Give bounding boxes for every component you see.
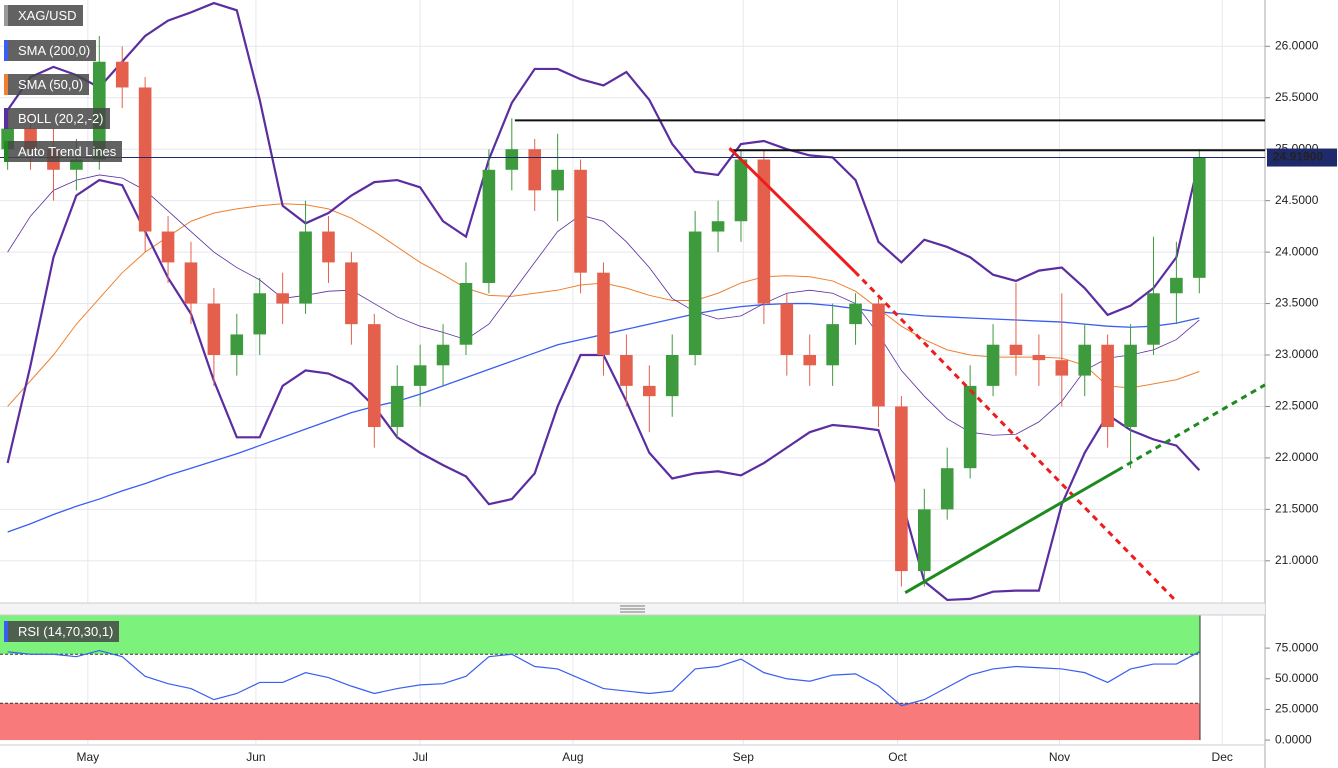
candle-body: [940, 468, 954, 510]
candle-body: [1078, 344, 1092, 376]
candle-body: [734, 159, 748, 222]
oversold-zone: [0, 703, 1200, 741]
candle-body: [207, 303, 221, 356]
trend-line: [904, 468, 1119, 595]
candle-body: [918, 509, 931, 572]
candle-body: [299, 231, 312, 304]
x-tick-label: Jun: [246, 750, 265, 764]
y-tick-label: 26.0000: [1275, 38, 1319, 52]
candle-body: [826, 324, 839, 366]
candle-body: [322, 231, 335, 263]
candle-body: [551, 169, 564, 191]
candle-body: [803, 355, 817, 366]
y-tick-label: 23.5000: [1275, 296, 1319, 310]
candle-body: [368, 324, 381, 428]
candle-body: [1009, 344, 1023, 356]
candle-body: [963, 385, 977, 469]
y-tick-label: 75.0000: [1275, 640, 1319, 654]
y-tick-label: 25.0000: [1275, 702, 1319, 716]
x-tick-label: Nov: [1049, 750, 1070, 764]
x-tick-label: May: [77, 750, 100, 764]
candle-body: [986, 344, 1000, 386]
candle-body: [1032, 355, 1046, 361]
candle-body: [413, 365, 427, 386]
candle-body: [1193, 157, 1206, 278]
y-tick-label: 22.0000: [1275, 450, 1319, 464]
x-tick-label: Aug: [562, 750, 583, 764]
candle-body: [688, 231, 702, 356]
overbought-zone: [0, 615, 1200, 655]
y-tick-label: 24.5000: [1275, 193, 1319, 207]
candle-body: [597, 272, 610, 356]
legend-entry: SMA (50,0): [4, 74, 90, 95]
x-tick-label: Oct: [888, 750, 907, 764]
legend-symbol: XAG/USD: [4, 5, 83, 26]
x-tick-label: Dec: [1212, 750, 1233, 764]
x-tick-label: Sep: [733, 750, 755, 764]
candle-body: [757, 159, 771, 304]
candle-body: [459, 282, 473, 345]
candle-body: [643, 385, 656, 397]
candle-body: [895, 406, 908, 572]
candle-body: [528, 149, 542, 191]
y-tick-label: 24.0000: [1275, 244, 1319, 258]
candle-body: [161, 231, 175, 263]
y-tick-label: 23.0000: [1275, 347, 1319, 361]
x-tick-label: Jul: [412, 750, 427, 764]
candle-body: [253, 293, 267, 335]
last-price-box: [1267, 148, 1337, 167]
candle-body: [872, 303, 885, 407]
y-tick-label: 50.0000: [1275, 671, 1319, 685]
y-tick-label: 21.0000: [1275, 553, 1319, 567]
candle-body: [390, 385, 404, 428]
candle-body: [1101, 344, 1114, 428]
candle-body: [711, 221, 725, 232]
candle-body: [276, 293, 289, 304]
rsi-line: [7, 649, 1200, 707]
last-price-label: 24.91900: [1273, 150, 1323, 164]
candle-body: [1124, 344, 1137, 428]
candle-body: [665, 355, 679, 397]
candle-body: [482, 169, 496, 283]
candle-body: [505, 149, 519, 170]
candle-body: [1147, 293, 1160, 345]
y-tick-label: 22.5000: [1275, 399, 1319, 413]
y-tick-label: 0.0000: [1275, 732, 1312, 746]
candle-body: [849, 303, 862, 325]
y-tick-label: 25.5000: [1275, 90, 1319, 104]
trend-line: [728, 147, 856, 273]
legend-entry: BOLL (20,2,-2): [4, 108, 110, 129]
y-tick-label: 21.5000: [1275, 502, 1319, 516]
candle-body: [574, 169, 587, 273]
bollinger-upper: [6, 1, 1201, 317]
candle-body: [1170, 277, 1183, 294]
legend-entry: SMA (200,0): [4, 40, 97, 61]
candle-body: [230, 334, 244, 356]
candle-body: [1055, 360, 1069, 376]
candle-body: [115, 61, 129, 88]
candle-body: [436, 344, 450, 366]
candle-body: [780, 303, 794, 356]
candle-body: [345, 262, 358, 325]
candle-body: [184, 262, 198, 304]
candle-body: [138, 87, 152, 232]
candle-body: [620, 355, 633, 386]
legend-entry: Auto Trend Lines: [4, 141, 123, 162]
plot-background: [0, 0, 1265, 603]
candle-body: [70, 159, 83, 170]
legend-entry: RSI (14,70,30,1): [4, 621, 120, 642]
bollinger-middle: [7, 174, 1200, 436]
